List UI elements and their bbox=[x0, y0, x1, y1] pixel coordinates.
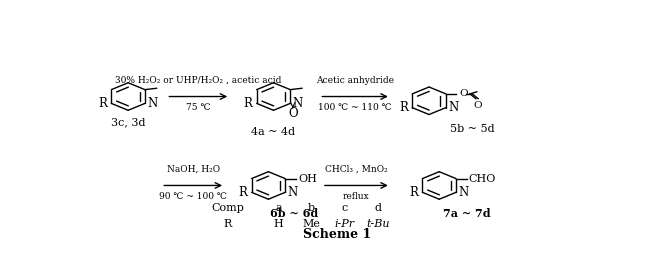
Text: Comp: Comp bbox=[211, 203, 244, 213]
Text: 75 ℃: 75 ℃ bbox=[186, 103, 211, 112]
Text: Scheme 1: Scheme 1 bbox=[303, 227, 371, 241]
Text: N: N bbox=[288, 186, 298, 199]
Text: c: c bbox=[342, 203, 348, 213]
Text: reflux: reflux bbox=[343, 192, 370, 201]
Text: OH: OH bbox=[299, 174, 318, 184]
Text: a: a bbox=[275, 203, 282, 213]
Text: i-Pr: i-Pr bbox=[335, 219, 355, 229]
Text: O: O bbox=[474, 101, 482, 110]
Text: 30% H₂O₂ or UHP/H₂O₂ , acetic acid: 30% H₂O₂ or UHP/H₂O₂ , acetic acid bbox=[115, 76, 282, 85]
Text: N: N bbox=[448, 101, 459, 114]
Text: N: N bbox=[293, 97, 303, 110]
Text: N: N bbox=[459, 186, 468, 199]
Text: R: R bbox=[224, 219, 232, 229]
Text: 5b ~ 5d: 5b ~ 5d bbox=[450, 124, 495, 134]
Text: R: R bbox=[243, 97, 253, 110]
Text: Me: Me bbox=[303, 219, 320, 229]
Text: 90 ℃ ~ 100 ℃: 90 ℃ ~ 100 ℃ bbox=[159, 192, 227, 201]
Text: NaOH, H₂O: NaOH, H₂O bbox=[166, 165, 220, 174]
Text: CHCl₃ , MnO₂: CHCl₃ , MnO₂ bbox=[325, 165, 388, 174]
Text: b: b bbox=[308, 203, 315, 213]
Text: 6b ~ 6d: 6b ~ 6d bbox=[270, 208, 318, 219]
Text: O: O bbox=[288, 107, 297, 120]
Text: t-Bu: t-Bu bbox=[367, 219, 390, 229]
Text: R: R bbox=[409, 186, 418, 199]
Text: R: R bbox=[399, 101, 408, 114]
Text: 3c, 3d: 3c, 3d bbox=[111, 118, 145, 128]
Text: R: R bbox=[99, 97, 107, 110]
Text: O: O bbox=[459, 89, 468, 98]
Text: 100 ℃ ~ 110 ℃: 100 ℃ ~ 110 ℃ bbox=[318, 103, 392, 112]
Text: R: R bbox=[239, 186, 247, 199]
Text: d: d bbox=[374, 203, 382, 213]
Text: H: H bbox=[274, 219, 284, 229]
Text: 7a ~ 7d: 7a ~ 7d bbox=[443, 208, 491, 219]
Text: CHO: CHO bbox=[468, 174, 496, 184]
Text: Acetic anhydride: Acetic anhydride bbox=[316, 76, 394, 85]
Text: N: N bbox=[147, 97, 158, 110]
Text: 4a ~ 4d: 4a ~ 4d bbox=[251, 127, 295, 137]
